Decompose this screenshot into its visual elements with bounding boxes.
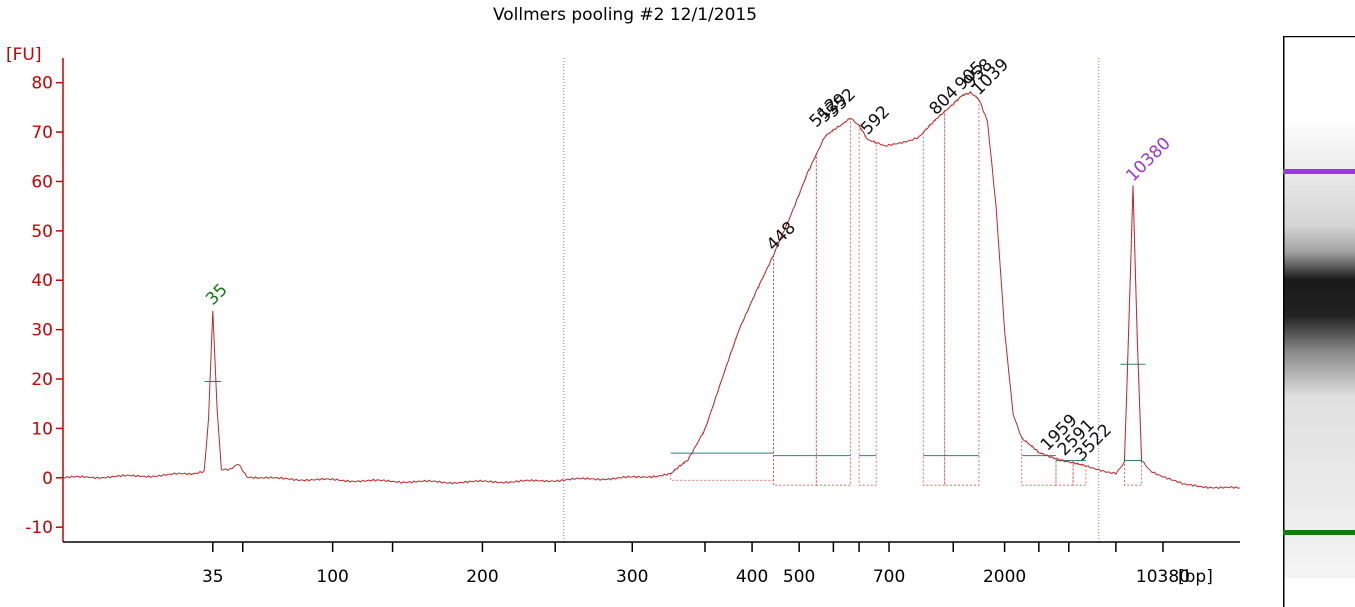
y-tick-label: 50 (31, 222, 53, 242)
x-tick-label: 35 (202, 567, 224, 587)
peak-region (1124, 186, 1142, 486)
chart-title: Vollmers pooling #2 12/1/2015 (492, 5, 758, 25)
x-axis-ticks: 35 100 200 300 400 500 700 2000 10380 (202, 542, 1190, 587)
peak-labels: 3544851253955259280490595810391959259135… (202, 55, 1175, 465)
peak-label: 35 (202, 280, 231, 309)
gel-lower-marker-band (1283, 530, 1355, 535)
peak-region (670, 255, 774, 481)
electropherogram-chart: -10 0 10 20 30 40 50 60 70 80 35 100 200 300 400 500 70… (6, 45, 1241, 587)
peak-label: 448 (763, 218, 800, 255)
ladder-marker-lines (563, 58, 1100, 542)
x-tick-label: 700 (873, 567, 905, 587)
y-tick-label: 70 (31, 123, 53, 143)
axes (62, 58, 1240, 543)
peak-region (858, 123, 877, 486)
x-tick-label: 300 (616, 567, 648, 587)
peak-label: 10380 (1122, 134, 1174, 186)
peak-region (922, 110, 946, 486)
y-tick-label: 30 (31, 321, 53, 341)
y-tick-label: 0 (42, 469, 53, 489)
peak-region (815, 116, 851, 486)
y-axis-label: [FU] (6, 45, 42, 65)
y-tick-label: 60 (31, 172, 53, 192)
y-tick-label: -10 (25, 518, 53, 538)
x-axis-label: [bp] (1178, 567, 1213, 587)
region-baselines (204, 363, 1146, 462)
x-tick-label: 100 (316, 567, 348, 587)
peak-region (773, 154, 817, 486)
y-tick-label: 40 (31, 271, 53, 291)
x-tick-label: 10380 (1136, 567, 1190, 587)
gel-image (1283, 36, 1355, 607)
y-tick-label: 80 (31, 74, 53, 94)
gel-lane (1283, 126, 1355, 578)
x-tick-label: 200 (466, 567, 498, 587)
y-axis-ticks: -10 0 10 20 30 40 50 60 70 80 (25, 74, 63, 538)
peak-label: 592 (857, 102, 894, 139)
x-tick-label: 500 (783, 567, 815, 587)
peak-region (1072, 462, 1087, 486)
peak-label: 804 (926, 82, 963, 119)
x-tick-label: 400 (736, 567, 768, 587)
fluorescence-trace (62, 90, 1241, 490)
peak-region (944, 92, 980, 486)
y-tick-label: 20 (31, 370, 53, 390)
y-tick-label: 10 (31, 419, 53, 439)
x-tick-label: 2000 (983, 567, 1026, 587)
gel-upper-marker-band (1283, 169, 1355, 174)
